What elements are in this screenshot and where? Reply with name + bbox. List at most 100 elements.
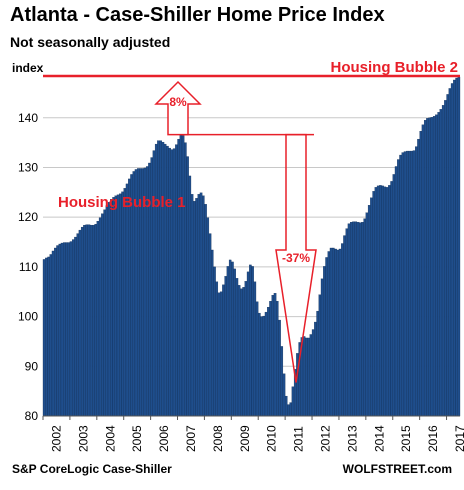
x-tick-label: 2013 bbox=[345, 425, 359, 452]
bar bbox=[262, 315, 266, 417]
bar bbox=[453, 79, 456, 417]
bar bbox=[381, 185, 384, 417]
bar bbox=[222, 284, 225, 417]
bar bbox=[179, 134, 183, 417]
y-tick-label: 80 bbox=[25, 409, 39, 423]
bar bbox=[199, 192, 203, 417]
bar bbox=[197, 194, 201, 417]
bubble2-label: Housing Bubble 2 bbox=[331, 59, 459, 76]
x-tick-labels: 2002 2003 2004 2005 2006 2007 2008 2009 2010 2011… bbox=[42, 416, 464, 452]
bar bbox=[399, 154, 402, 417]
bar bbox=[323, 266, 326, 417]
x-tick-label: 2017 bbox=[453, 425, 464, 452]
bar bbox=[186, 156, 189, 417]
bar bbox=[450, 83, 454, 417]
bar bbox=[67, 242, 71, 417]
y-tick-label: 100 bbox=[18, 310, 38, 324]
bar bbox=[273, 293, 277, 417]
bar bbox=[208, 233, 212, 417]
bar bbox=[92, 224, 95, 417]
bar bbox=[448, 88, 452, 417]
bar bbox=[345, 228, 349, 417]
bar bbox=[282, 373, 286, 417]
bar bbox=[354, 221, 358, 417]
bar bbox=[341, 243, 344, 417]
annotations: Housing Bubble 1 Housing Bubble 2 8% -37% bbox=[43, 59, 460, 383]
bar bbox=[219, 291, 223, 417]
bar bbox=[289, 402, 293, 417]
bar bbox=[87, 224, 91, 417]
bar bbox=[428, 117, 432, 417]
bar bbox=[49, 254, 53, 417]
x-tick-label: 2004 bbox=[103, 425, 117, 452]
bar bbox=[166, 145, 169, 417]
bar bbox=[280, 346, 284, 417]
bar bbox=[114, 195, 118, 417]
bar bbox=[403, 151, 407, 417]
x-tick-label: 2008 bbox=[211, 425, 225, 452]
bar bbox=[401, 152, 405, 417]
up-pct-label: 8% bbox=[169, 95, 187, 109]
bar bbox=[358, 222, 362, 417]
bar bbox=[394, 166, 398, 417]
bar bbox=[96, 221, 100, 417]
bar bbox=[444, 100, 447, 417]
bar bbox=[184, 142, 187, 417]
bar bbox=[415, 146, 418, 417]
y-tick-labels: 80 90 100 110 120 130 140 bbox=[18, 111, 38, 423]
bar bbox=[116, 194, 120, 417]
bar bbox=[105, 205, 109, 417]
bar bbox=[47, 256, 50, 417]
bar bbox=[157, 140, 160, 417]
bar bbox=[233, 268, 236, 417]
bar bbox=[352, 221, 355, 417]
bar bbox=[107, 202, 111, 417]
bar bbox=[276, 301, 279, 417]
x-tick-label: 2014 bbox=[372, 425, 386, 452]
bar bbox=[379, 185, 382, 417]
bar bbox=[336, 249, 340, 417]
bar bbox=[195, 198, 198, 417]
bar bbox=[455, 77, 458, 417]
bar bbox=[101, 213, 104, 417]
bar bbox=[161, 141, 165, 417]
bar bbox=[228, 259, 232, 417]
bar bbox=[338, 248, 342, 417]
x-tick-label: 2002 bbox=[49, 425, 63, 452]
bar bbox=[271, 295, 275, 417]
bar bbox=[388, 185, 391, 417]
bar bbox=[58, 243, 62, 417]
bar bbox=[408, 150, 411, 417]
bar bbox=[60, 242, 64, 417]
source-label: S&P CoreLogic Case-Shiller bbox=[12, 462, 172, 476]
bar bbox=[51, 250, 55, 417]
bar bbox=[390, 181, 393, 417]
bar bbox=[441, 105, 445, 417]
bar bbox=[202, 195, 205, 417]
bar bbox=[385, 187, 389, 417]
bar bbox=[253, 281, 257, 417]
bars bbox=[42, 76, 461, 417]
bar bbox=[258, 312, 261, 417]
bar bbox=[264, 311, 268, 417]
x-tick-label: 2011 bbox=[292, 426, 306, 452]
bar bbox=[123, 188, 127, 417]
bar bbox=[332, 247, 335, 417]
bar bbox=[231, 261, 234, 417]
y-tick-label: 110 bbox=[19, 260, 38, 274]
bar bbox=[125, 183, 129, 417]
bar bbox=[74, 236, 77, 417]
bar bbox=[412, 150, 416, 417]
bar bbox=[78, 229, 82, 417]
bar bbox=[206, 217, 210, 417]
up-arrow bbox=[154, 80, 202, 136]
bar bbox=[193, 201, 196, 417]
bar bbox=[246, 271, 250, 417]
bar bbox=[94, 223, 97, 417]
x-tick-label: 2010 bbox=[265, 425, 279, 452]
bar bbox=[314, 321, 317, 417]
bar bbox=[356, 221, 360, 417]
bar bbox=[367, 205, 371, 417]
bar bbox=[175, 144, 178, 417]
y-tick-label: 140 bbox=[18, 111, 38, 125]
